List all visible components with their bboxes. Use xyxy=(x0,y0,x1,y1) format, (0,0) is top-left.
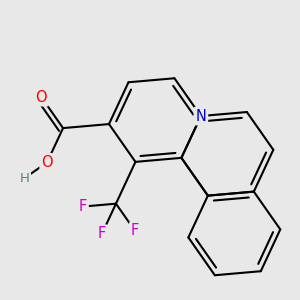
Text: O: O xyxy=(41,155,53,170)
Text: F: F xyxy=(79,199,87,214)
Text: N: N xyxy=(196,109,206,124)
Text: H: H xyxy=(20,172,29,185)
Text: O: O xyxy=(35,90,47,105)
Text: F: F xyxy=(131,224,139,238)
Text: F: F xyxy=(98,226,106,241)
